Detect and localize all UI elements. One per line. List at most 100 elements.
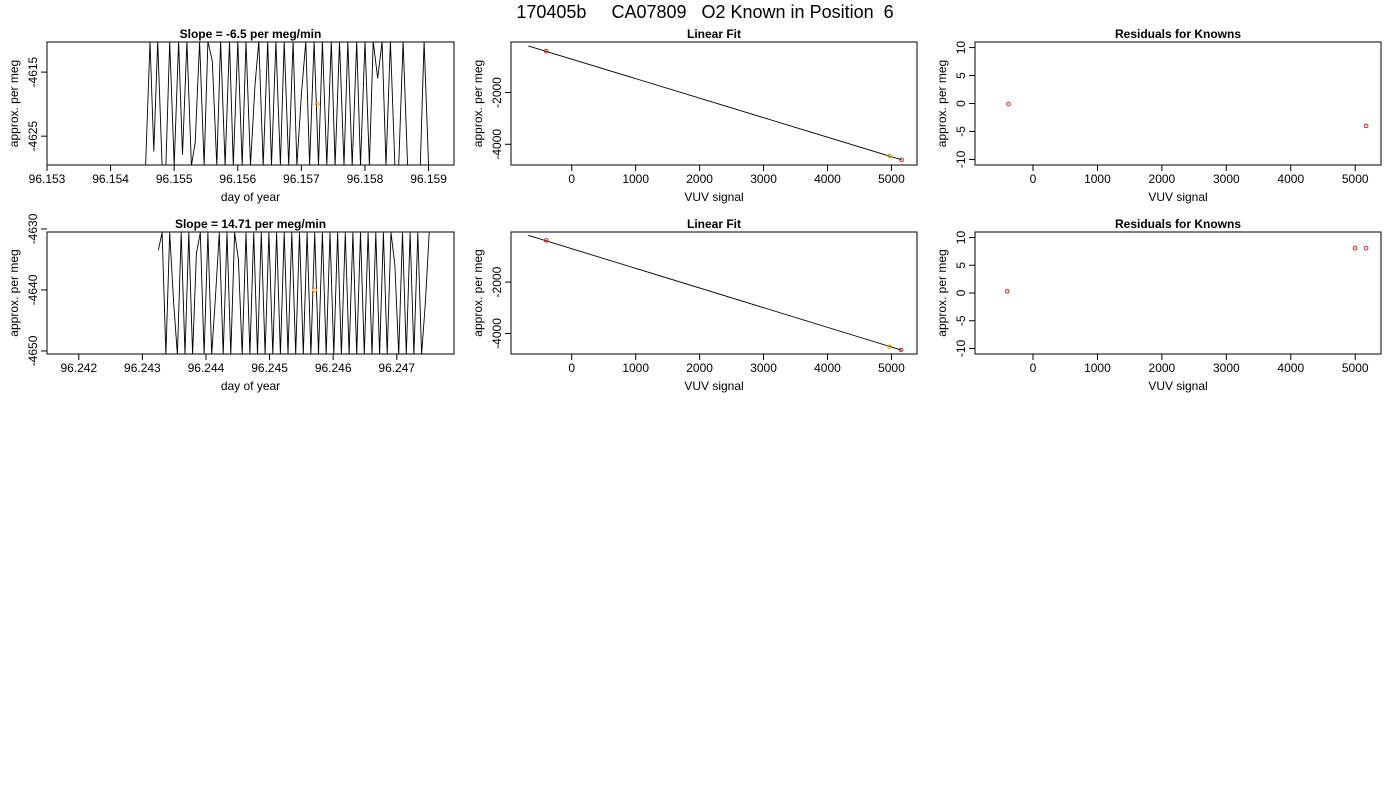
y-axis-label: approx. per meg [7, 60, 21, 147]
y-axis-label: approx. per meg [935, 249, 949, 336]
y-tick-label: 10 [954, 231, 968, 245]
x-tick-label: 5000 [1342, 172, 1369, 186]
x-tick-label: 2000 [686, 172, 713, 186]
data-point [543, 48, 549, 54]
x-tick-label: 1000 [622, 172, 649, 186]
x-axis-label: VUV signal [684, 379, 743, 393]
x-tick-label: 96.157 [283, 172, 320, 186]
x-tick-label: 4000 [814, 361, 841, 375]
x-axis-label: day of year [221, 379, 280, 393]
data-point [1363, 245, 1369, 251]
fit-line [528, 45, 902, 161]
y-axis-label: approx. per meg [935, 60, 949, 147]
x-tick-label: 4000 [1277, 172, 1304, 186]
x-tick-label: 2000 [686, 361, 713, 375]
fit-line [528, 234, 902, 351]
chart-title: Linear Fit [687, 27, 741, 41]
data-point [887, 153, 892, 159]
plot-area [1006, 101, 1369, 129]
data-point [312, 287, 318, 293]
x-tick-label: 4000 [1277, 361, 1304, 375]
y-tick-label: -4650 [26, 335, 40, 366]
x-tick-label: 3000 [750, 361, 777, 375]
page-title: 170405b CA07809 O2 Known in Position 6 [516, 2, 894, 22]
chart-panel-p12: Linear Fit 0 1000 2000 3000 4000 5000 VUV signa… [471, 27, 918, 204]
x-tick-label: 5000 [878, 361, 905, 375]
y-tick-label: -5 [954, 126, 968, 137]
plot-area [1004, 245, 1369, 294]
plot-frame [974, 41, 1382, 166]
chart-title: Residuals for Knowns [1115, 27, 1241, 41]
plot-frame [510, 231, 918, 355]
chart-panel-p13: Residuals for Knowns 0 1000 2000 3000 4000 500… [935, 27, 1382, 204]
data-point [543, 238, 549, 243]
y-tick-label: -2000 [490, 77, 504, 108]
chart-title: Residuals for Knowns [1115, 217, 1241, 231]
x-tick-label: 2000 [1149, 172, 1176, 186]
y-tick-label: -4615 [26, 56, 40, 87]
x-tick-label: 3000 [1213, 361, 1240, 375]
y-tick-label: -10 [954, 150, 968, 168]
y-tick-label: -4625 [26, 121, 40, 152]
x-tick-label: 96.246 [315, 361, 352, 375]
chart-panel-p23: Residuals for Knowns 0 1000 2000 3000 4000 500… [935, 217, 1382, 393]
y-tick-label: -2000 [490, 266, 504, 297]
series-line [145, 42, 430, 165]
series-line [157, 232, 430, 354]
y-tick-label: 5 [954, 262, 968, 269]
data-point [314, 101, 320, 107]
y-axis-label: approx. per meg [471, 249, 485, 336]
plot-frame [510, 41, 918, 166]
chart-panel-p22: Linear Fit 0 1000 2000 3000 4000 5000 VUV signa… [471, 217, 918, 393]
y-tick-label: -4000 [490, 318, 504, 349]
x-tick-label: 5000 [878, 172, 905, 186]
chart-title: Linear Fit [687, 217, 741, 231]
x-tick-label: 3000 [750, 172, 777, 186]
y-tick-label: 10 [954, 41, 968, 55]
chart-panel-p11: Slope = -6.5 per meg/min 96.153 96.154 96.1… [7, 27, 455, 204]
x-tick-label: 0 [1030, 361, 1037, 375]
data-point [1363, 123, 1369, 129]
x-tick-label: 96.244 [188, 361, 225, 375]
data-point [899, 157, 904, 163]
chart-title: Slope = -6.5 per meg/min [180, 27, 322, 41]
y-tick-label: -4640 [26, 274, 40, 305]
y-tick-label: -4630 [26, 213, 40, 244]
y-tick-label: 0 [954, 289, 968, 296]
y-tick-label: -4000 [490, 129, 504, 160]
plot-frame [46, 231, 455, 355]
plot-frame [974, 231, 1382, 355]
x-tick-label: 96.155 [156, 172, 193, 186]
plot-area [528, 45, 904, 163]
x-tick-label: 96.245 [251, 361, 288, 375]
x-axis-label: day of year [221, 190, 280, 204]
x-tick-label: 2000 [1149, 361, 1176, 375]
x-axis-label: VUV signal [1148, 379, 1207, 393]
data-point [887, 344, 892, 350]
x-tick-label: 96.242 [60, 361, 97, 375]
plot-area [528, 234, 904, 353]
plot-area [157, 232, 430, 354]
x-tick-label: 0 [1030, 172, 1037, 186]
x-tick-label: 3000 [1213, 172, 1240, 186]
x-tick-label: 1000 [622, 361, 649, 375]
x-tick-label: 96.158 [347, 172, 384, 186]
y-tick-label: -5 [954, 315, 968, 326]
y-tick-label: -10 [954, 339, 968, 357]
x-tick-label: 96.243 [124, 361, 161, 375]
data-point [1004, 289, 1010, 294]
data-point [898, 347, 904, 353]
y-axis-label: approx. per meg [7, 249, 21, 336]
y-axis-label: approx. per meg [471, 60, 485, 147]
plot-area [145, 42, 430, 165]
x-tick-label: 96.154 [92, 172, 129, 186]
chart-panel-p21: Slope = 14.71 per meg/min 96.242 96.243 96.… [7, 213, 455, 393]
data-point [1352, 245, 1358, 251]
x-tick-label: 1000 [1084, 361, 1111, 375]
chart-title: Slope = 14.71 per meg/min [175, 217, 326, 231]
data-point [1006, 101, 1011, 107]
x-axis-label: VUV signal [684, 190, 743, 204]
y-tick-label: 0 [954, 100, 968, 107]
x-tick-label: 5000 [1342, 361, 1369, 375]
